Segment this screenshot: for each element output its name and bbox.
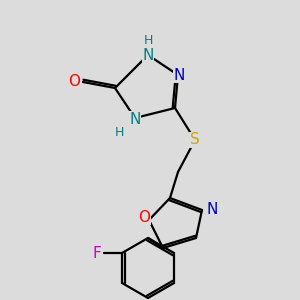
Text: O: O [68,74,80,89]
Text: N: N [173,68,185,82]
Text: N: N [142,47,154,62]
Text: S: S [190,133,200,148]
Text: H: H [114,125,124,139]
Text: N: N [129,112,141,127]
Text: N: N [207,202,218,217]
Text: O: O [138,209,150,224]
Text: H: H [143,34,153,46]
Text: F: F [93,245,101,260]
